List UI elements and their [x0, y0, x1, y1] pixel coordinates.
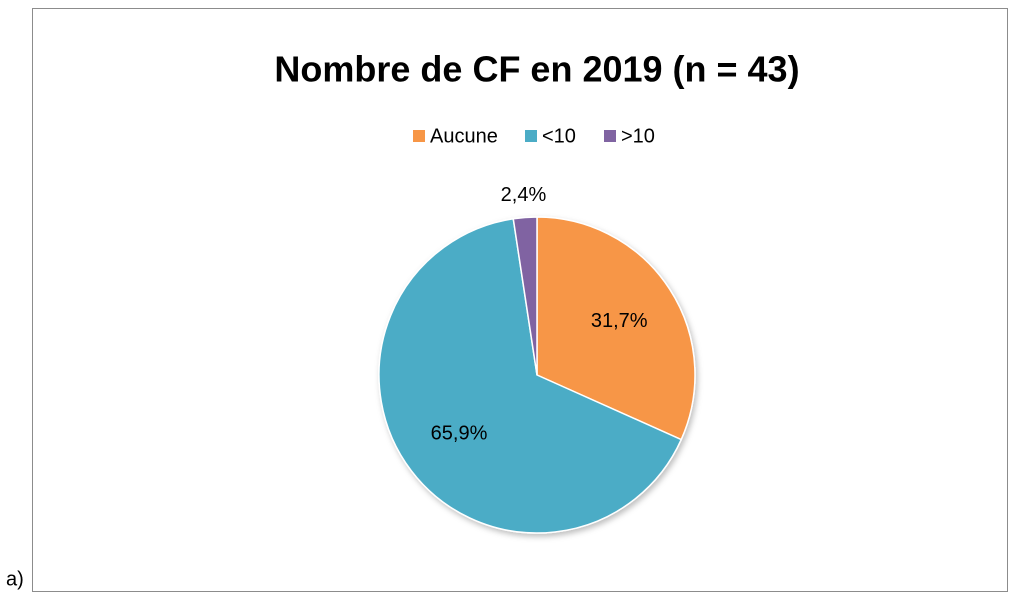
pie-slice	[512, 216, 538, 376]
data-label: 31,7%	[591, 310, 648, 332]
data-label: 65,9%	[431, 423, 488, 445]
legend-label: Aucune	[430, 125, 498, 147]
legend-swatch	[413, 130, 425, 142]
pie-slice	[536, 216, 696, 441]
data-label: 2,4%	[501, 184, 547, 206]
pie	[378, 216, 696, 534]
legend-label: <10	[542, 125, 576, 147]
chart-title: Nombre de CF en 2019 (n = 43)	[274, 49, 799, 90]
legend-swatch	[604, 130, 616, 142]
pie-slice	[378, 217, 683, 534]
panel-label: a)	[6, 568, 24, 590]
legend-swatch	[525, 130, 537, 142]
legend-label: >10	[621, 125, 655, 147]
